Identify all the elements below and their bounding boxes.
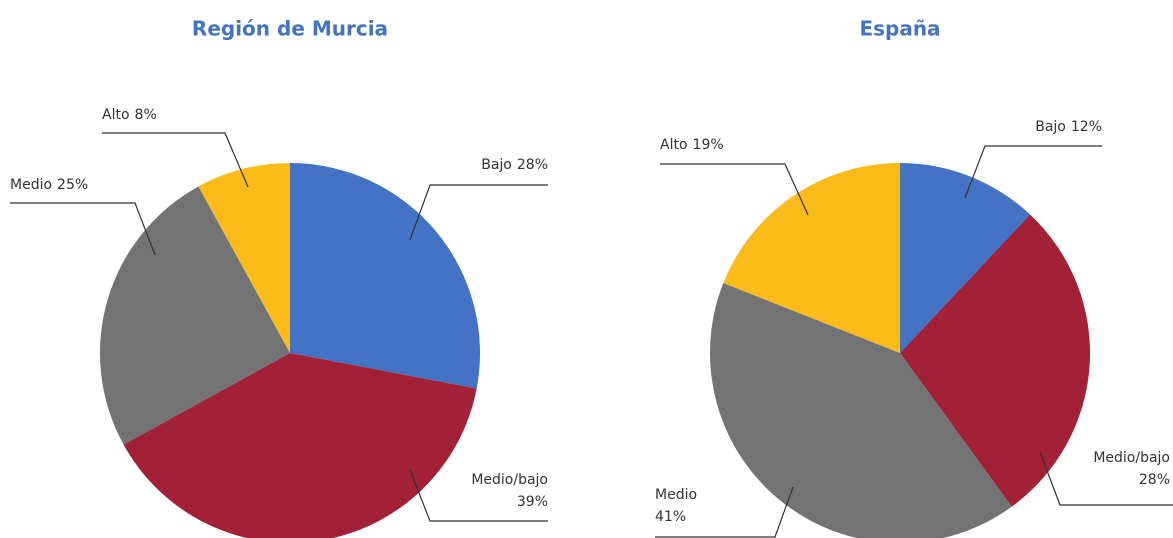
pie-slice [900,214,1090,507]
slice-value-label: 19% [693,137,724,153]
chart-title: Región de Murcia [192,17,388,41]
slice-value-label: 39% [517,494,548,510]
pie-slice [710,283,1012,538]
slice-category: Medio [10,177,52,193]
slice-label: Alto 8% [102,107,157,123]
leader-line [10,202,156,256]
slice-category: Bajo [481,157,512,173]
slice-category: Alto [660,137,688,153]
slice-category: Bajo [1035,119,1066,135]
leader-line [660,163,809,216]
slice-value-label: 28% [1139,472,1170,488]
slice-label: Medio/bajo [471,472,548,488]
slice-label: Alto 19% [660,137,724,153]
pie-slice [290,163,480,389]
pie-slice [123,353,477,538]
slice-value-label: 12% [1071,119,1102,135]
leader-line [1039,451,1173,506]
leader-line [409,184,548,241]
slice-value-label: 25% [57,177,88,193]
chart-title: España [859,17,940,41]
pie-slice [723,163,900,353]
slice-category: Alto [102,107,130,123]
slice-value-label: 8% [135,107,157,123]
leader-line [409,469,548,522]
slice-value-label: 28% [517,157,548,173]
leader-line [655,486,794,538]
pie-slice [198,163,290,353]
slice-label: Medio/bajo [1093,450,1170,466]
pie-slice [900,163,1031,353]
slice-label: Bajo 28% [481,157,548,173]
slice-value-label: 41% [655,509,686,525]
pie-slice [99,186,290,445]
slice-label: Medio [655,487,697,503]
leader-line [102,132,249,188]
slice-label: Medio 25% [10,177,88,193]
slice-label: Bajo 12% [1035,119,1102,135]
leader-line [964,145,1102,199]
